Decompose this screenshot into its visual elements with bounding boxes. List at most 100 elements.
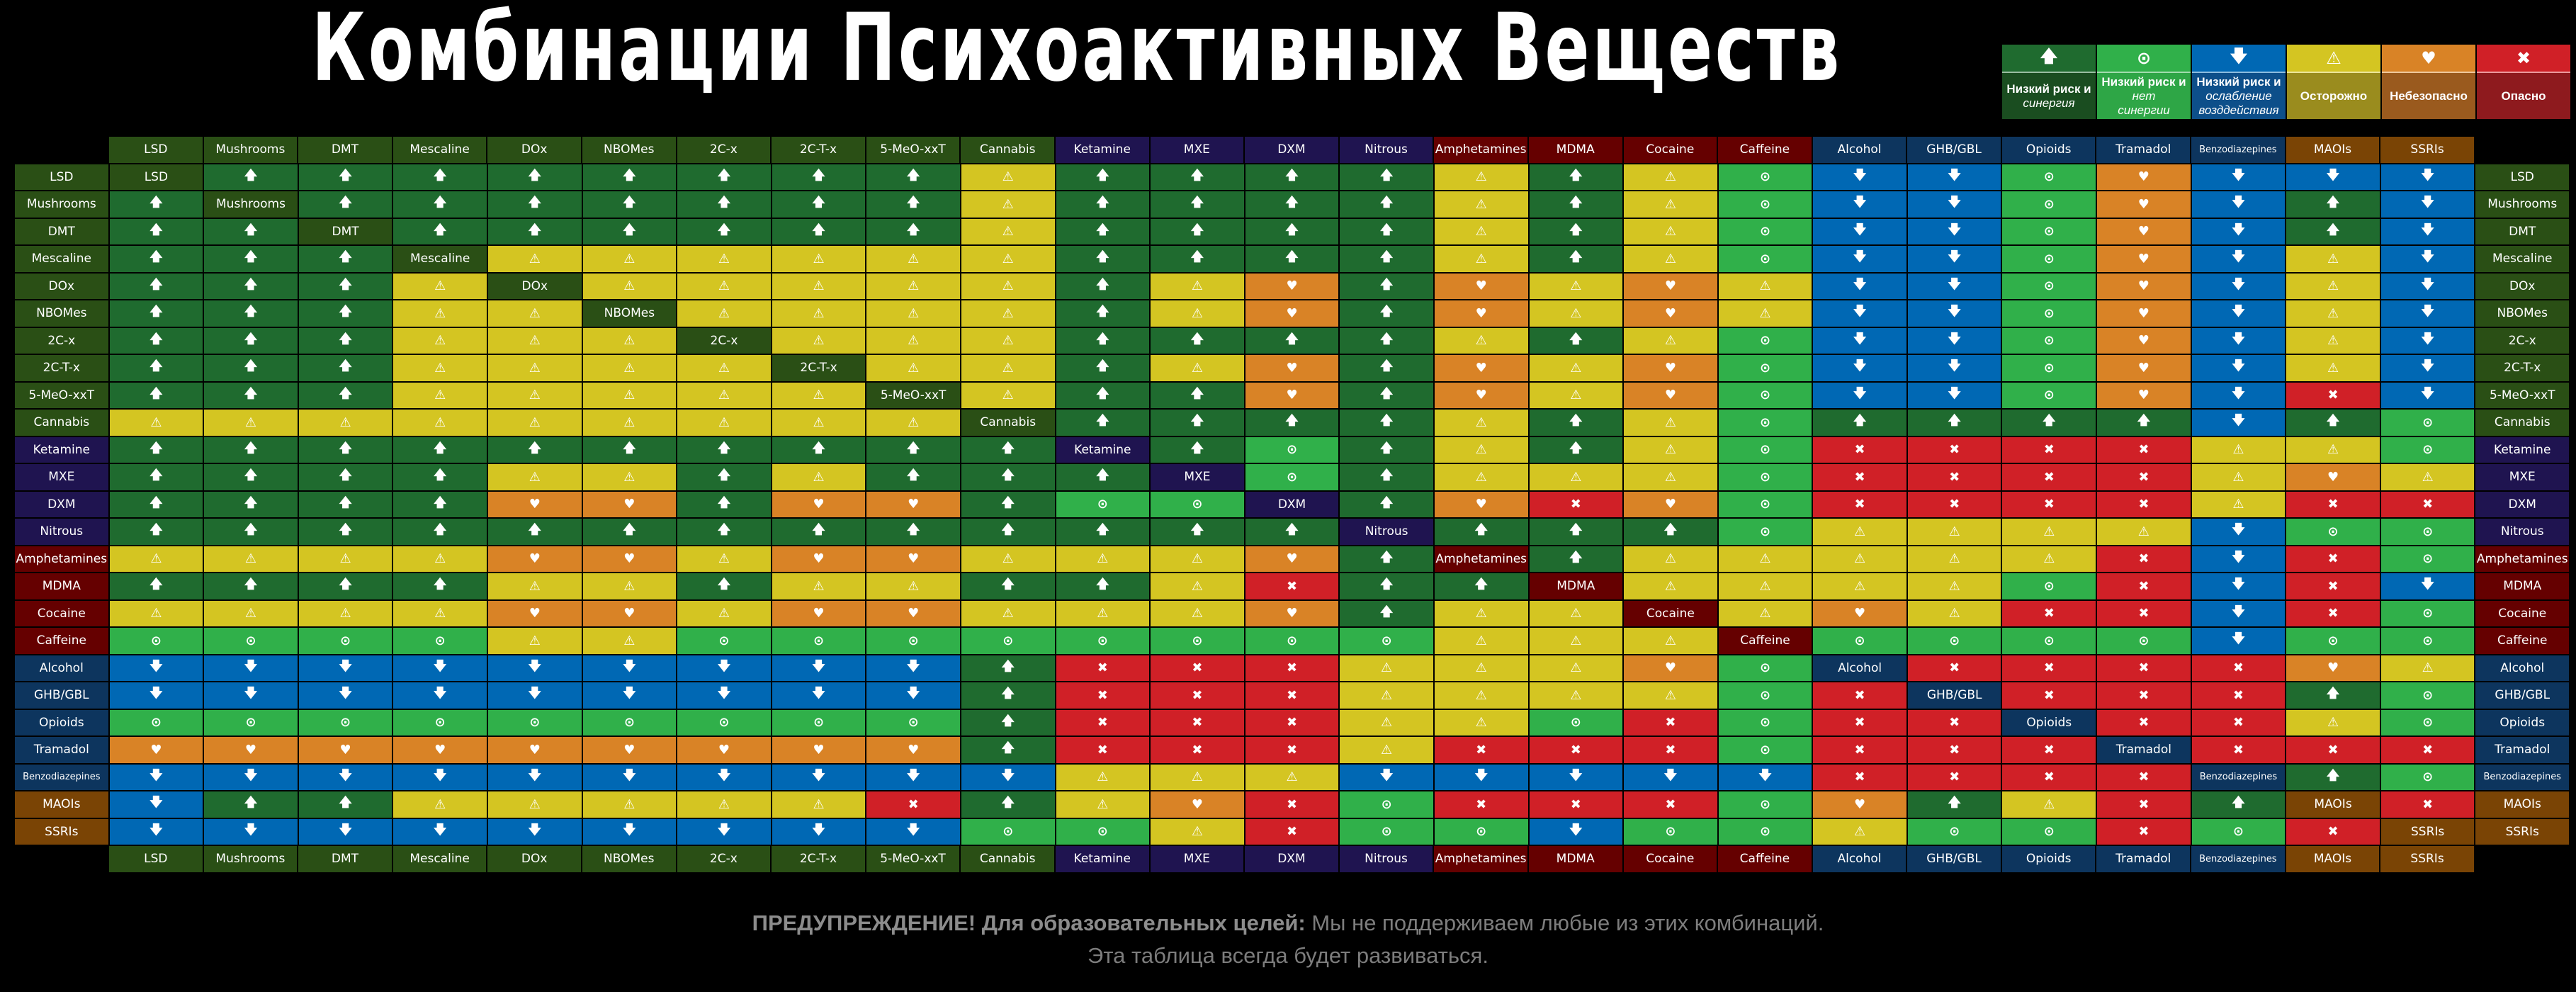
combination-cell[interactable]: 🡅 xyxy=(1150,518,1245,546)
combination-cell[interactable]: ✖ xyxy=(1812,709,1907,736)
combination-cell[interactable]: ✖ xyxy=(2096,682,2191,709)
combination-cell[interactable]: ⚠ xyxy=(582,409,677,436)
combination-cell[interactable]: 🡅 xyxy=(298,163,393,191)
combination-cell[interactable]: ⚠ xyxy=(487,327,582,354)
combination-cell[interactable]: ⚠ xyxy=(2380,654,2475,682)
combination-cell[interactable]: 🡅 xyxy=(108,573,204,600)
combination-cell[interactable]: ⚠ xyxy=(1055,791,1151,818)
combination-cell[interactable]: ⚠ xyxy=(2286,272,2380,300)
combination-cell[interactable]: ⊙ xyxy=(1150,627,1245,655)
combination-cell[interactable]: ⚠ xyxy=(771,573,866,600)
combination-cell[interactable]: ⚠ xyxy=(677,354,772,382)
combination-cell[interactable]: 🡅 xyxy=(677,490,772,518)
combination-cell[interactable]: 🡇 xyxy=(487,682,582,709)
combination-cell[interactable]: ⚠ xyxy=(1433,436,1529,463)
combination-cell[interactable]: ⊙ xyxy=(2001,327,2097,354)
combination-cell[interactable]: ✖ xyxy=(2286,573,2380,600)
combination-cell[interactable]: 🡇 xyxy=(487,654,582,682)
combination-cell[interactable]: 🡅 xyxy=(392,463,487,491)
combination-cell[interactable]: ⚠ xyxy=(2001,518,2097,546)
combination-cell[interactable]: ⊙ xyxy=(2001,191,2097,218)
combination-cell[interactable]: ✖ xyxy=(2096,818,2191,845)
combination-cell[interactable]: 🡅 xyxy=(2286,218,2380,245)
combination-cell[interactable]: ♥ xyxy=(2096,354,2191,382)
combination-cell[interactable]: ♥ xyxy=(1623,272,1718,300)
combination-cell[interactable]: ⊙ xyxy=(2380,545,2475,573)
combination-cell[interactable]: ⚠ xyxy=(392,354,487,382)
combination-cell[interactable]: ✖ xyxy=(2096,763,2191,791)
combination-cell[interactable]: 🡇 xyxy=(2191,518,2286,546)
combination-cell[interactable]: ⚠ xyxy=(771,381,866,409)
combination-cell[interactable]: 🡇 xyxy=(2191,272,2286,300)
combination-cell[interactable]: 🡅 xyxy=(960,682,1056,709)
combination-cell[interactable]: 🡅 xyxy=(1339,436,1434,463)
combination-cell[interactable]: ⚠ xyxy=(960,245,1056,273)
combination-cell[interactable]: ⊙ xyxy=(1906,627,2002,655)
combination-cell[interactable]: ⊙ xyxy=(1717,409,1813,436)
combination-cell[interactable]: ⊙ xyxy=(2001,354,2097,382)
combination-cell[interactable]: ⚠ xyxy=(582,381,677,409)
combination-cell[interactable]: ⚠ xyxy=(203,409,298,436)
combination-cell[interactable]: 🡇 xyxy=(108,654,204,682)
combination-cell[interactable]: ⚠ xyxy=(677,272,772,300)
combination-cell[interactable]: ⊙ xyxy=(2380,682,2475,709)
combination-cell[interactable]: ✖ xyxy=(2001,490,2097,518)
combination-cell[interactable]: 🡅 xyxy=(203,463,298,491)
combination-cell[interactable]: 🡅 xyxy=(1339,327,1434,354)
combination-cell[interactable]: ⚠ xyxy=(2001,545,2097,573)
combination-cell[interactable]: 🡅 xyxy=(960,463,1056,491)
combination-cell[interactable]: 🡇 xyxy=(582,682,677,709)
combination-cell[interactable]: ⊙ xyxy=(2380,409,2475,436)
combination-cell[interactable]: 🡅 xyxy=(2286,682,2380,709)
combination-cell[interactable]: 🡅 xyxy=(298,791,393,818)
combination-cell[interactable]: 🡇 xyxy=(2191,327,2286,354)
combination-cell[interactable]: ⊙ xyxy=(108,627,204,655)
combination-cell[interactable]: 🡇 xyxy=(392,682,487,709)
combination-cell[interactable]: ⊙ xyxy=(2001,218,2097,245)
combination-cell[interactable]: 🡅 xyxy=(1339,409,1434,436)
combination-cell[interactable]: ✖ xyxy=(2001,736,2097,764)
combination-cell[interactable]: ⚠ xyxy=(866,245,961,273)
combination-cell[interactable]: 🡅 xyxy=(1055,218,1151,245)
combination-cell[interactable]: 🡅 xyxy=(392,518,487,546)
combination-cell[interactable]: 🡅 xyxy=(203,163,298,191)
combination-cell[interactable]: ♥ xyxy=(771,545,866,573)
combination-cell[interactable]: ⚠ xyxy=(487,409,582,436)
combination-cell[interactable]: 🡅 xyxy=(1339,490,1434,518)
combination-cell[interactable]: ♥ xyxy=(108,736,204,764)
combination-cell[interactable]: 🡅 xyxy=(298,191,393,218)
combination-cell[interactable]: ⚠ xyxy=(298,545,393,573)
combination-cell[interactable]: 🡇 xyxy=(582,654,677,682)
combination-cell[interactable]: 🡇 xyxy=(108,818,204,845)
combination-cell[interactable]: 🡇 xyxy=(298,682,393,709)
combination-cell[interactable]: 🡇 xyxy=(1812,272,1907,300)
combination-cell[interactable]: ⊙ xyxy=(1717,245,1813,273)
combination-cell[interactable]: 🡇 xyxy=(1906,327,2002,354)
combination-cell[interactable]: ♥ xyxy=(771,736,866,764)
combination-cell[interactable]: 🡇 xyxy=(1906,300,2002,327)
combination-cell[interactable]: ⚠ xyxy=(960,218,1056,245)
combination-cell[interactable]: 🡅 xyxy=(1339,191,1434,218)
combination-cell[interactable]: ♥ xyxy=(2096,245,2191,273)
combination-cell[interactable]: 🡅 xyxy=(108,300,204,327)
combination-cell[interactable]: ⚠ xyxy=(1528,354,1624,382)
combination-cell[interactable]: 🡅 xyxy=(2001,409,2097,436)
combination-cell[interactable]: ⚠ xyxy=(298,409,393,436)
combination-cell[interactable]: 🡇 xyxy=(866,763,961,791)
combination-cell[interactable]: ✖ xyxy=(2380,490,2475,518)
combination-cell[interactable]: ✖ xyxy=(1150,682,1245,709)
combination-cell[interactable]: ⚠ xyxy=(960,381,1056,409)
combination-cell[interactable]: 🡅 xyxy=(1055,381,1151,409)
combination-cell[interactable]: ♥ xyxy=(1433,272,1529,300)
combination-cell[interactable]: 🡅 xyxy=(108,354,204,382)
combination-cell[interactable]: ⚠ xyxy=(582,245,677,273)
combination-cell[interactable]: ⚠ xyxy=(108,599,204,627)
combination-cell[interactable]: ⚠ xyxy=(960,327,1056,354)
combination-cell[interactable]: ⚠ xyxy=(1623,163,1718,191)
combination-cell[interactable]: 🡅 xyxy=(203,218,298,245)
combination-cell[interactable]: ⊙ xyxy=(1717,818,1813,845)
combination-cell[interactable]: 🡇 xyxy=(2191,409,2286,436)
combination-cell[interactable]: 🡅 xyxy=(1906,409,2002,436)
combination-cell[interactable]: 🡇 xyxy=(771,654,866,682)
combination-cell[interactable]: ✖ xyxy=(1906,736,2002,764)
